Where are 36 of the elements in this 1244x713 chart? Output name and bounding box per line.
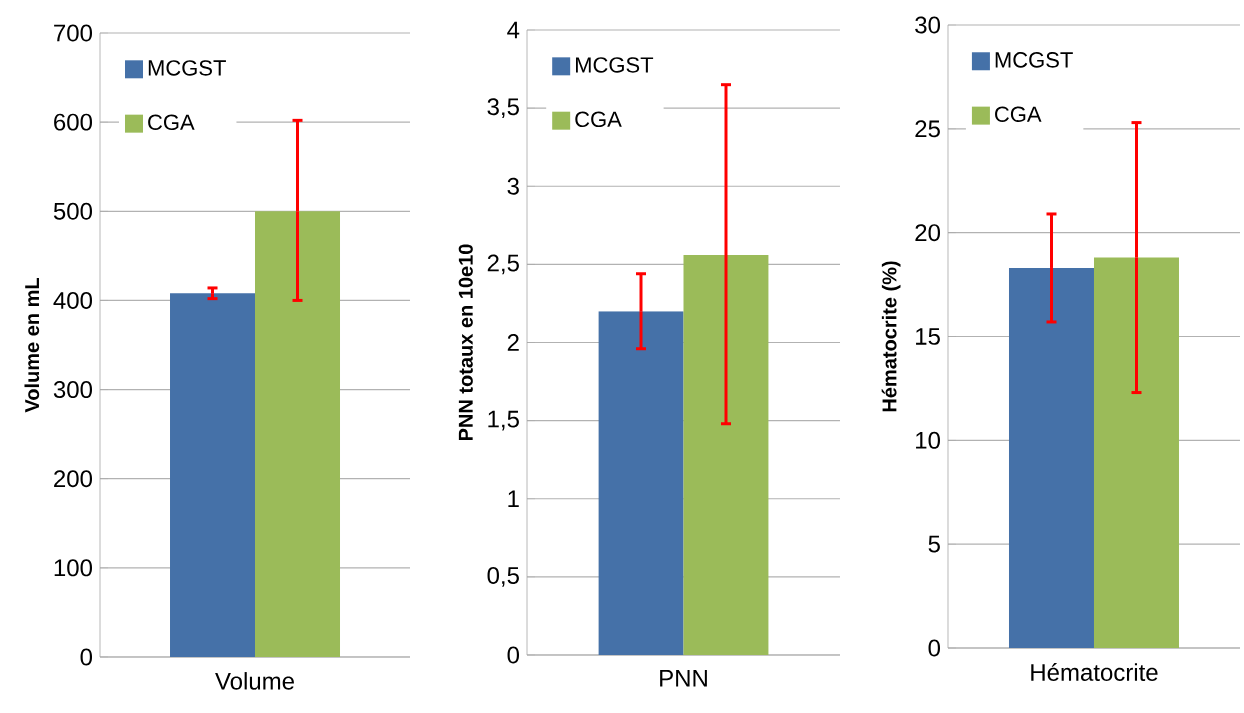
y-tick-label: 5: [928, 535, 940, 553]
x-tick-label: Hématocrite: [1031, 663, 1158, 681]
y-tick-label: 0,5: [487, 566, 519, 587]
y-tick-label: 3,5: [487, 98, 519, 119]
y-tick-label: 20: [915, 224, 940, 242]
y-tick-label: 0: [928, 639, 940, 657]
y-tick-label: 4: [507, 21, 520, 39]
y-tick-label: 2: [507, 334, 519, 351]
y-tick-label: 200: [54, 470, 93, 488]
legend-label: CGA: [995, 106, 1042, 123]
x-tick-label: PNN: [660, 670, 707, 687]
y-tick-label: 600: [54, 113, 93, 131]
y-tick-label: 30: [915, 16, 940, 34]
y-tick-label: 100: [54, 559, 93, 577]
y-tick-label: 3: [507, 177, 519, 195]
y-axis-title: PNN totaux en 10e10: [458, 244, 473, 441]
y-tick-label: 1,5: [488, 410, 519, 431]
y-axis-title: Hématocrite (%): [881, 261, 901, 412]
y-tick-label: 10: [916, 431, 940, 449]
y-tick-label: 300: [53, 381, 93, 399]
y-tick-label: 1: [508, 490, 519, 507]
y-tick-label: 2,5: [487, 254, 519, 275]
y-axis-title: Volume en mL: [24, 278, 40, 413]
y-tick-label: 400: [53, 291, 93, 309]
legend-label: CGA: [575, 111, 622, 128]
y-tick-label: 15: [916, 328, 940, 345]
y-tick-label: 0: [507, 646, 520, 664]
y-tick-label: 0: [80, 648, 93, 666]
y-tick-label: 25: [915, 120, 940, 138]
y-tick-label: 500: [53, 202, 93, 220]
legend-label: MCGST: [576, 57, 654, 73]
legend-label: MCGST: [148, 60, 226, 76]
y-tick-label: 700: [54, 24, 93, 42]
legend-label: MCGST: [995, 52, 1073, 68]
x-tick-label: Volume: [215, 672, 294, 690]
legend-label: CGA: [148, 114, 195, 131]
